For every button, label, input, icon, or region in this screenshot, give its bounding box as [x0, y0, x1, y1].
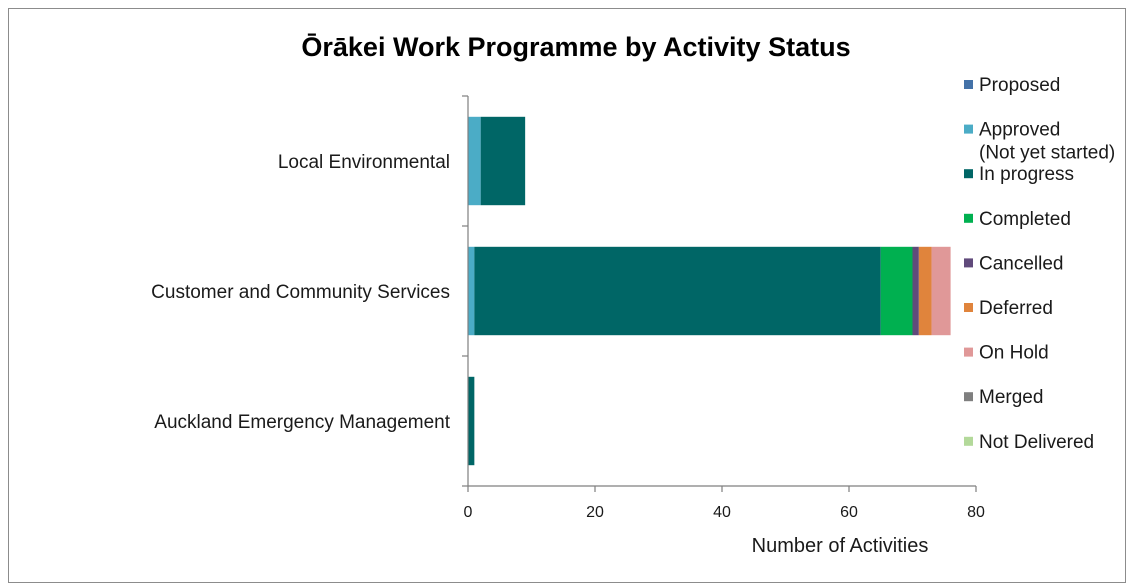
- x-tick-label: 40: [713, 504, 731, 521]
- legend-swatch: [964, 347, 973, 357]
- x-axis-label: Number of Activities: [752, 535, 929, 557]
- legend-label: Deferred: [979, 298, 1053, 319]
- legend-swatch: [964, 213, 973, 223]
- legend-label: Merged: [979, 387, 1043, 408]
- legend-item: Proposed: [964, 75, 1060, 96]
- chart-svg: Ōrākei Work Programme by Activity Status…: [151, 32, 1115, 557]
- legend-item: Approved(Not yet started): [964, 120, 1115, 164]
- bar-segment: [912, 246, 919, 336]
- x-tick-label: 80: [967, 504, 985, 521]
- chart-title: Ōrākei Work Programme by Activity Status: [301, 32, 850, 62]
- legend-swatch: [964, 303, 973, 312]
- x-tick-label: 60: [840, 504, 858, 521]
- legend-label: Cancelled: [979, 253, 1064, 274]
- bar-segment: [931, 246, 951, 336]
- legend-label: (Not yet started): [979, 143, 1115, 164]
- legend-label: Proposed: [979, 75, 1060, 96]
- category-label: Local Environmental: [278, 152, 450, 173]
- legend-swatch: [964, 80, 973, 89]
- legend-item: Merged: [964, 387, 1043, 408]
- bar-segment: [468, 376, 475, 466]
- bar-segment: [918, 246, 932, 336]
- bar-segment: [480, 116, 526, 206]
- legend-label: Completed: [979, 209, 1071, 230]
- legend-item: On Hold: [964, 343, 1049, 364]
- legend-swatch: [964, 258, 973, 268]
- legend-label: Not Delivered: [979, 432, 1094, 453]
- legend-label: On Hold: [979, 343, 1049, 364]
- legend-item: In progress: [964, 164, 1074, 185]
- legend-item: Not Delivered: [964, 432, 1094, 453]
- bar-segment: [468, 116, 481, 206]
- legend-label: Approved: [979, 120, 1060, 141]
- legend-label: In progress: [979, 164, 1074, 185]
- legend-item: Cancelled: [964, 253, 1064, 274]
- legend-swatch: [964, 169, 973, 179]
- x-tick-label: 0: [464, 504, 473, 521]
- category-label: Auckland Emergency Management: [154, 412, 450, 433]
- x-tick-label: 20: [586, 504, 604, 521]
- bar-segment: [474, 246, 881, 336]
- legend-swatch: [964, 392, 973, 402]
- category-label: Customer and Community Services: [151, 282, 450, 303]
- bar-segment: [468, 246, 475, 336]
- legend-item: Completed: [964, 209, 1071, 230]
- legend-item: Deferred: [964, 298, 1053, 319]
- bar-segment: [880, 246, 913, 336]
- legend-swatch: [964, 436, 973, 446]
- legend-swatch: [964, 124, 973, 134]
